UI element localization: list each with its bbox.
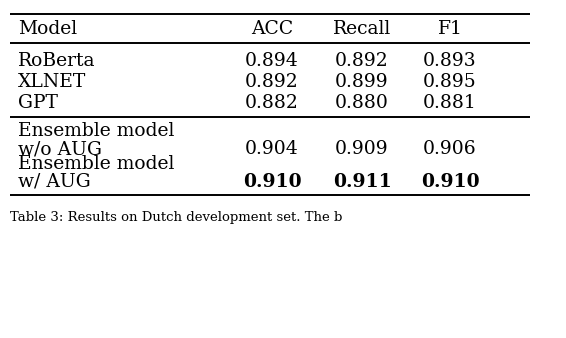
Text: 0.910: 0.910	[421, 173, 479, 191]
Text: 0.895: 0.895	[423, 73, 477, 91]
Text: XLNET: XLNET	[18, 73, 86, 91]
Text: 0.910: 0.910	[243, 173, 301, 191]
Text: Ensemble model: Ensemble model	[18, 122, 174, 140]
Text: 0.882: 0.882	[245, 94, 299, 112]
Text: ACC: ACC	[251, 20, 293, 38]
Text: 0.904: 0.904	[245, 140, 299, 158]
Text: Recall: Recall	[333, 20, 391, 38]
Text: 0.893: 0.893	[423, 52, 477, 70]
Text: GPT: GPT	[18, 94, 58, 112]
Text: w/o AUG: w/o AUG	[18, 140, 102, 158]
Text: Model: Model	[18, 20, 77, 38]
Text: Ensemble model: Ensemble model	[18, 155, 174, 173]
Text: 0.911: 0.911	[333, 173, 391, 191]
Text: 0.906: 0.906	[423, 140, 477, 158]
Text: 0.909: 0.909	[335, 140, 389, 158]
Text: 0.892: 0.892	[335, 52, 389, 70]
Text: 0.894: 0.894	[245, 52, 299, 70]
Text: F1: F1	[438, 20, 462, 38]
Text: 0.881: 0.881	[423, 94, 477, 112]
Text: 0.899: 0.899	[335, 73, 389, 91]
Text: 0.892: 0.892	[245, 73, 299, 91]
Text: RoBerta: RoBerta	[18, 52, 96, 70]
Text: 0.880: 0.880	[335, 94, 389, 112]
Text: w/ AUG: w/ AUG	[18, 173, 91, 191]
Text: Table 3: Results on Dutch development set. The b: Table 3: Results on Dutch development se…	[10, 212, 342, 224]
